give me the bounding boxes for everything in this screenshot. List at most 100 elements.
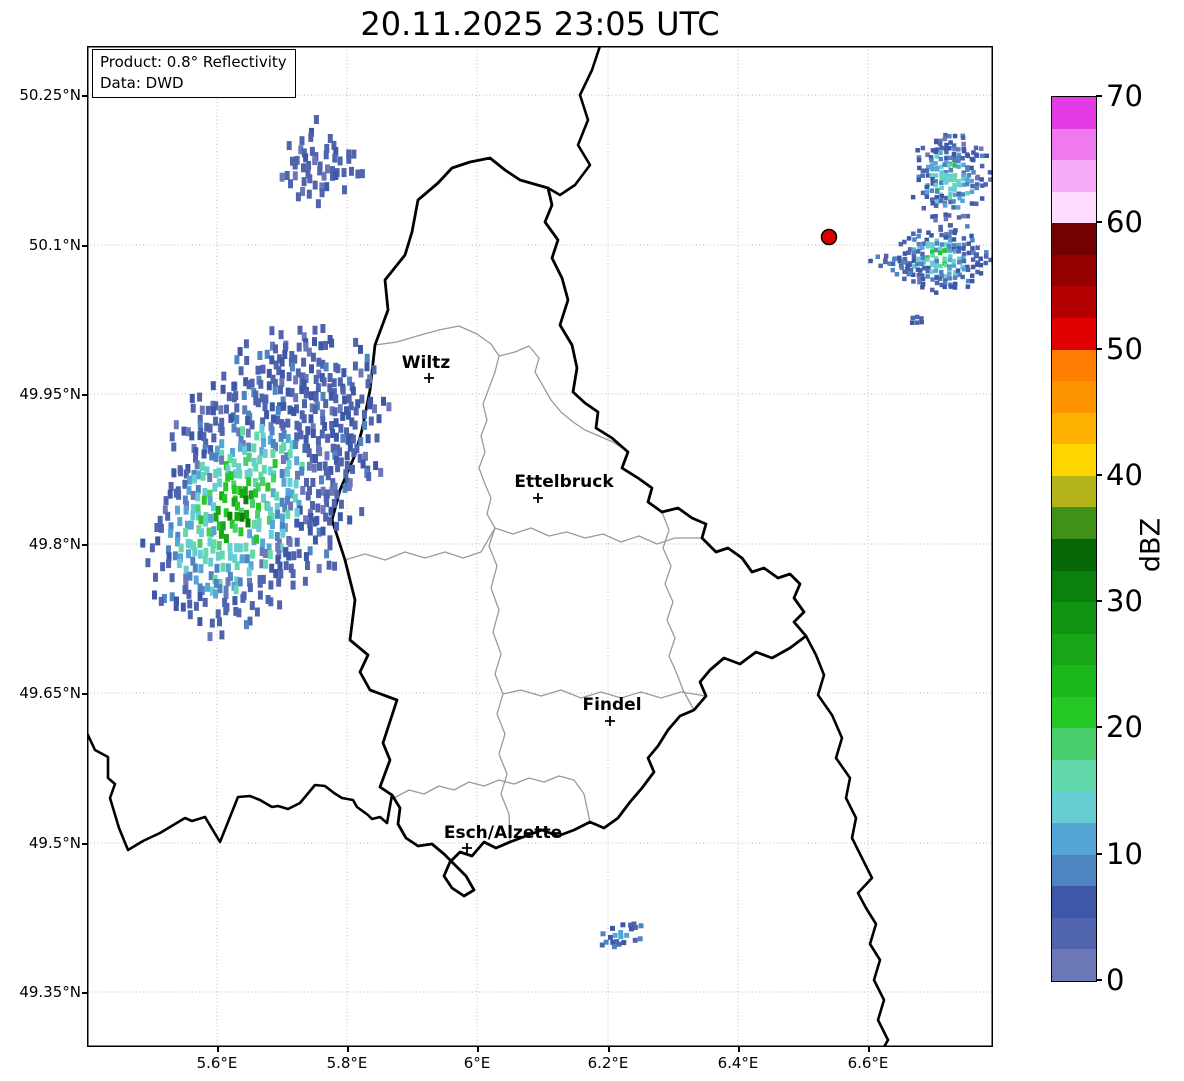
echo-cell (957, 196, 962, 201)
echo-cell (293, 393, 299, 403)
echo-cell (309, 127, 314, 137)
echo-cell (329, 421, 335, 430)
echo-cell (286, 141, 292, 151)
echo-cell (616, 941, 622, 947)
echo-cell (300, 485, 306, 495)
echo-cell (956, 242, 962, 248)
echo-cell (247, 577, 252, 587)
echo-cell (243, 456, 249, 466)
echo-cell (899, 265, 904, 270)
echo-cell (933, 179, 938, 184)
echo-cell (915, 314, 920, 320)
echo-cell (956, 158, 961, 164)
echo-cell (367, 374, 373, 384)
echo-cell (306, 189, 312, 199)
echo-cell (925, 244, 931, 249)
echo-cell (203, 547, 209, 557)
echo-cell (236, 427, 242, 437)
echo-cell (925, 268, 930, 274)
echo-cell (259, 393, 265, 403)
echo-cell (957, 260, 962, 265)
echo-cell (223, 482, 229, 492)
echo-cell (953, 270, 958, 275)
echo-cell (956, 249, 961, 254)
echo-cell (195, 504, 201, 514)
echo-cell (952, 275, 958, 280)
echo-cell (171, 442, 177, 452)
echo-cell (928, 155, 934, 160)
echo-cell (983, 260, 988, 266)
echo-cell (315, 503, 321, 513)
y-tick-mark-3 (82, 544, 87, 546)
echo-cell (352, 361, 358, 371)
echo-cell (270, 414, 276, 424)
echo-cell (956, 182, 962, 188)
echo-cell (242, 405, 248, 415)
echo-cell (250, 499, 255, 509)
echo-cell (359, 507, 365, 517)
echo-cell (264, 349, 270, 359)
echo-cell (328, 506, 334, 516)
echo-cell (956, 215, 962, 220)
echo-cell (293, 375, 299, 385)
echo-cell (217, 584, 223, 594)
echo-cell (294, 155, 300, 165)
echo-cell (988, 257, 993, 263)
echo-cell (952, 177, 957, 183)
echo-cell (216, 467, 222, 477)
x-tick-mark-3 (608, 1047, 610, 1052)
echo-cell (331, 378, 337, 388)
echo-cell (934, 280, 940, 286)
echo-cell (195, 470, 201, 480)
echo-cell (208, 445, 214, 455)
echo-cell (305, 491, 311, 501)
echo-cell (324, 143, 330, 153)
echo-cell (364, 362, 370, 372)
echo-cell (952, 230, 957, 236)
colorbar-segment-27 (1052, 96, 1096, 129)
echo-cell (283, 548, 289, 558)
echo-cell (291, 551, 297, 561)
echo-cell (892, 257, 897, 262)
echo-cell (204, 422, 210, 432)
echo-cell (960, 264, 965, 270)
echo-cell (965, 167, 970, 172)
echo-cell (320, 486, 326, 496)
echo-cell (934, 263, 939, 269)
echo-cell (298, 430, 304, 440)
echo-cell (965, 177, 970, 182)
echo-cell (901, 259, 906, 264)
echo-cell (340, 385, 346, 395)
echo-cell (934, 189, 940, 194)
echo-cell (934, 154, 940, 159)
echo-cell (890, 261, 896, 267)
echo-cell (276, 354, 282, 364)
echo-cell (933, 173, 939, 178)
radar-echo-south-small (599, 921, 644, 950)
echo-cell (280, 455, 286, 464)
echo-cell (947, 276, 952, 281)
x-tick-mark-4 (738, 1047, 740, 1052)
echo-cell (969, 233, 974, 239)
echo-cell (956, 147, 961, 152)
echo-cell (225, 472, 231, 482)
echo-cell (942, 256, 947, 261)
echo-cell (987, 170, 993, 175)
echo-cell (367, 400, 373, 410)
echo-cell (961, 255, 966, 261)
echo-cell (946, 163, 952, 168)
echo-cell (190, 556, 196, 566)
echo-cell (919, 316, 924, 321)
colorbar-tick-mark-1 (1096, 221, 1102, 224)
echo-cell (234, 561, 240, 571)
echo-cell (965, 153, 970, 159)
echo-cell (916, 177, 921, 183)
echo-cell (943, 132, 948, 138)
echo-cell (933, 268, 939, 273)
radar-echo-west-main (140, 324, 392, 642)
echo-cell (238, 507, 244, 517)
echo-cell (258, 379, 264, 389)
echo-cell (276, 577, 282, 587)
echo-cell (279, 522, 285, 532)
echo-cell (628, 926, 634, 932)
